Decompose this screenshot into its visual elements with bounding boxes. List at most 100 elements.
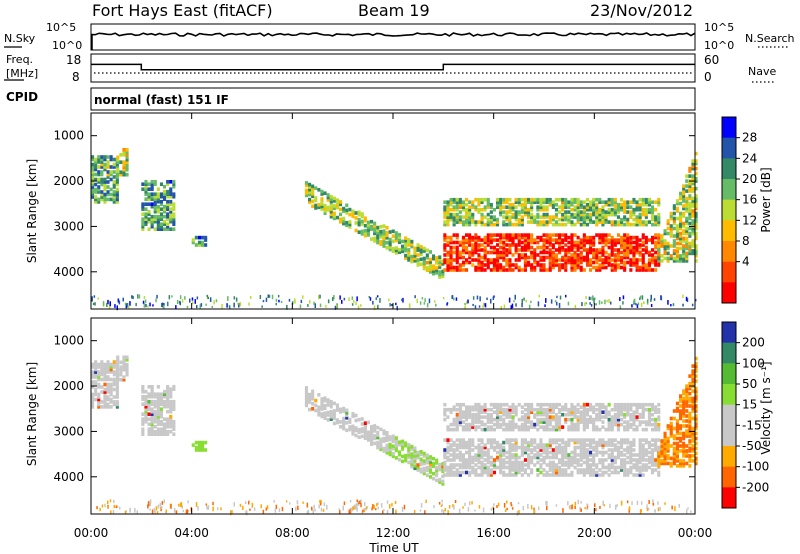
range-gate-cell	[106, 365, 110, 369]
range-gate-cell	[103, 365, 107, 369]
range-gate-cell	[100, 170, 104, 174]
range-gate-cell	[592, 407, 596, 412]
range-gate-cell	[366, 433, 370, 437]
range-gate-cell	[595, 440, 599, 445]
range-gate-cell	[530, 263, 534, 267]
range-gate-cell	[632, 240, 636, 245]
range-gate-cell	[345, 203, 349, 208]
range-gate-cell	[91, 385, 95, 389]
range-gate-cell	[520, 217, 524, 222]
range-gate-cell	[502, 215, 506, 219]
range-gate-cell	[548, 268, 552, 272]
range-gate-cell	[604, 260, 608, 265]
range-gate-cell	[679, 259, 683, 263]
range-gate-cell	[688, 194, 692, 198]
range-gate-cell	[523, 197, 527, 202]
range-gate-cell	[508, 420, 512, 424]
range-gate-cell	[483, 245, 487, 250]
range-gate-cell	[595, 465, 599, 470]
range-gate-cell	[604, 265, 608, 270]
range-gate-cell	[150, 387, 154, 391]
range-gate-cell	[110, 510, 112, 514]
range-gate-cell	[570, 212, 574, 217]
range-gate-cell	[319, 501, 322, 506]
range-gate-cell	[477, 255, 481, 260]
range-gate-cell	[141, 422, 145, 426]
range-gate-cell	[589, 205, 593, 209]
range-gate-cell	[100, 165, 104, 169]
range-gate-cell	[343, 297, 346, 301]
range-gate-cell	[564, 197, 568, 202]
range-gate-cell	[564, 217, 568, 222]
range-gate-cell	[486, 263, 490, 267]
range-gate-cell	[382, 231, 386, 236]
range-gate-cell	[306, 510, 309, 515]
range-gate-cell	[679, 414, 683, 418]
range-gate-cell	[410, 254, 414, 259]
range-gate-cell	[483, 222, 487, 227]
range-gate-cell	[428, 250, 432, 254]
range-gate-cell	[147, 432, 151, 436]
range-gate-cell	[304, 191, 308, 195]
range-gate-cell	[455, 438, 459, 442]
range-gate-cell	[657, 507, 660, 512]
range-gate-cell	[461, 453, 465, 457]
range-gate-cell	[407, 450, 411, 455]
range-gate-cell	[382, 236, 386, 241]
range-gate-cell	[115, 177, 119, 182]
range-gate-cell	[660, 451, 664, 456]
range-gate-cell	[629, 453, 633, 457]
range-gate-cell	[582, 243, 586, 247]
range-gate-cell	[691, 174, 695, 178]
range-gate-cell	[508, 222, 512, 227]
range-gate-cell	[474, 238, 478, 242]
range-gate-cell	[536, 402, 540, 407]
range-gate-cell	[428, 265, 432, 269]
range-gate-cell	[551, 202, 555, 207]
range-gate-cell	[674, 506, 676, 512]
range-gate-cell	[607, 412, 611, 417]
range-gate-cell	[474, 415, 478, 419]
range-gate-cell	[576, 458, 580, 462]
range-gate-cell	[446, 200, 450, 204]
range-gate-cell	[186, 509, 189, 514]
range-gate-cell	[635, 407, 639, 412]
range-gate-cell	[435, 471, 439, 475]
range-gate-cell	[613, 240, 617, 245]
range-gate-cell	[197, 506, 199, 511]
range-gate-cell	[413, 456, 417, 461]
range-gate-cell	[585, 253, 589, 257]
range-gate-cell	[505, 263, 509, 267]
range-gate-cell	[323, 416, 327, 420]
range-gate-cell	[582, 445, 586, 450]
range-gate-cell	[480, 450, 484, 455]
range-gate-cell	[112, 170, 116, 174]
range-gate-cell	[675, 236, 679, 241]
range-gate-cell	[514, 243, 518, 247]
range-gate-cell	[508, 407, 512, 412]
range-gate-cell	[307, 304, 309, 307]
range-gate-cell	[486, 427, 490, 432]
range-gate-cell	[452, 215, 456, 219]
range-gate-cell	[570, 248, 574, 252]
range-gate-cell	[477, 455, 481, 460]
range-gate-cell	[589, 458, 593, 462]
range-gate-cell	[404, 248, 408, 253]
range-gate-cell	[545, 205, 549, 209]
range-gate-cell	[635, 238, 639, 242]
range-gate-cell	[446, 217, 450, 222]
range-gate-cell	[576, 427, 580, 432]
range-gate-cell	[647, 407, 651, 412]
range-gate-cell	[281, 506, 284, 512]
range-gate-cell	[304, 193, 308, 198]
range-gate-cell	[91, 187, 95, 192]
range-gate-cell	[592, 422, 596, 427]
range-gate-cell	[115, 190, 119, 194]
range-gate-cell	[558, 240, 562, 245]
range-gate-cell	[163, 389, 167, 394]
range-gate-cell	[685, 201, 689, 206]
range-gate-cell	[539, 222, 543, 227]
range-gate-cell	[244, 501, 247, 504]
range-gate-cell	[100, 400, 104, 404]
range-gate-cell	[545, 222, 549, 227]
